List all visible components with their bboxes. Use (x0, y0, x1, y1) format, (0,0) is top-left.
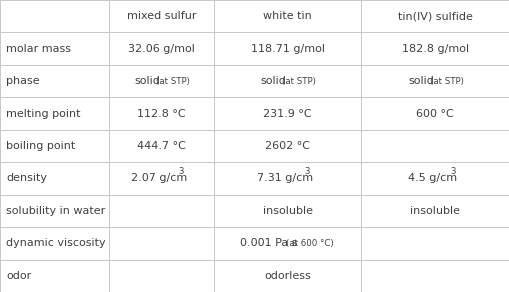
Text: 3: 3 (305, 167, 310, 176)
Text: solubility in water: solubility in water (6, 206, 105, 216)
Text: 3: 3 (450, 167, 456, 176)
Text: solid: solid (260, 76, 286, 86)
Text: insoluble: insoluble (410, 206, 460, 216)
Text: 118.71 g/mol: 118.71 g/mol (250, 44, 325, 54)
Text: 2.07 g/cm: 2.07 g/cm (131, 173, 187, 183)
Text: 182.8 g/mol: 182.8 g/mol (402, 44, 469, 54)
Text: (at STP): (at STP) (282, 77, 316, 86)
Text: odorless: odorless (264, 271, 311, 281)
Text: 444.7 °C: 444.7 °C (137, 141, 186, 151)
Text: melting point: melting point (6, 109, 80, 119)
Text: (at 600 °C): (at 600 °C) (286, 239, 334, 248)
Text: solid: solid (408, 76, 434, 86)
Text: dynamic viscosity: dynamic viscosity (6, 238, 106, 248)
Text: (at STP): (at STP) (156, 77, 190, 86)
Text: 2602 °C: 2602 °C (265, 141, 310, 151)
Text: white tin: white tin (263, 11, 312, 21)
Text: 0.001 Pa s: 0.001 Pa s (240, 238, 297, 248)
Text: 4.5 g/cm: 4.5 g/cm (408, 173, 458, 183)
Text: phase: phase (6, 76, 40, 86)
Text: 231.9 °C: 231.9 °C (263, 109, 312, 119)
Text: odor: odor (6, 271, 32, 281)
Text: 112.8 °C: 112.8 °C (137, 109, 186, 119)
Text: 32.06 g/mol: 32.06 g/mol (128, 44, 195, 54)
Text: molar mass: molar mass (6, 44, 71, 54)
Text: boiling point: boiling point (6, 141, 75, 151)
Text: 3: 3 (179, 167, 184, 176)
Text: (at STP): (at STP) (430, 77, 464, 86)
Text: tin(IV) sulfide: tin(IV) sulfide (398, 11, 473, 21)
Text: mixed sulfur: mixed sulfur (127, 11, 196, 21)
Text: insoluble: insoluble (263, 206, 313, 216)
Text: 600 °C: 600 °C (416, 109, 454, 119)
Text: density: density (6, 173, 47, 183)
Text: solid: solid (134, 76, 160, 86)
Text: 7.31 g/cm: 7.31 g/cm (257, 173, 314, 183)
